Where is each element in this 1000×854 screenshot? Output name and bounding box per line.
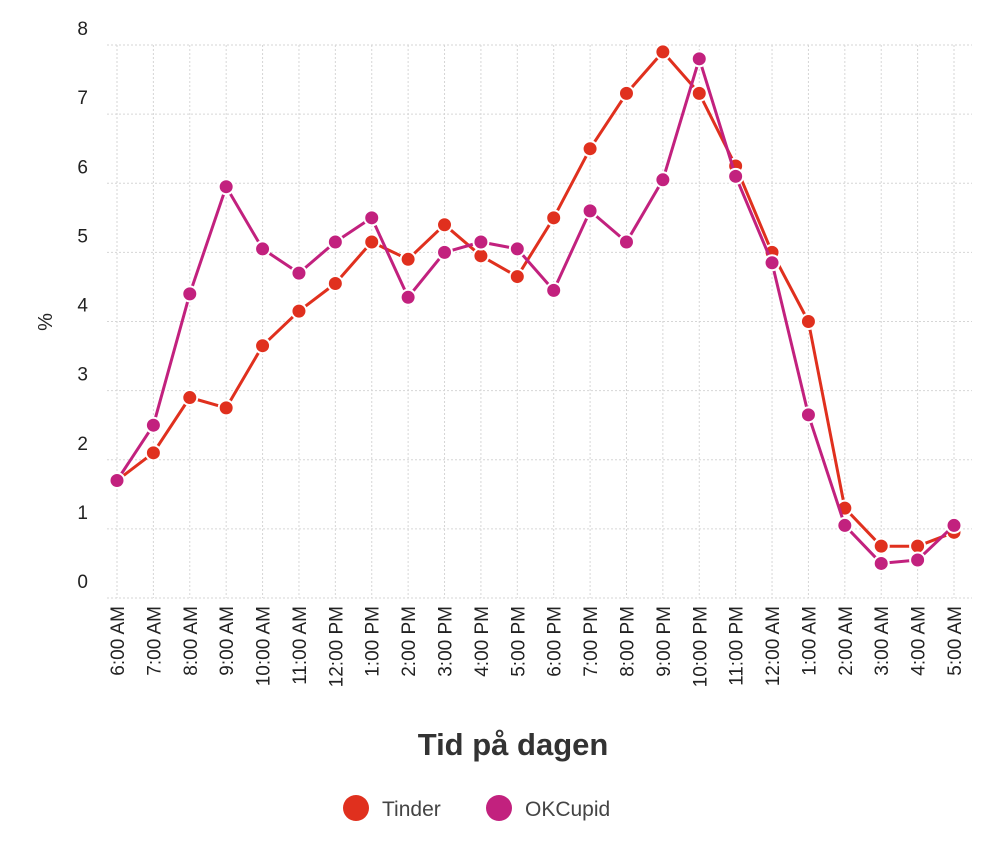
point-okcupid-21 bbox=[872, 554, 890, 572]
point-okcupid-0 bbox=[108, 471, 126, 489]
legend: Tinder OKCupid bbox=[343, 795, 610, 821]
grid bbox=[107, 44, 972, 599]
x-tick-label-20: 2:00 AM bbox=[836, 606, 857, 676]
x-tick-label-21: 3:00 AM bbox=[872, 606, 893, 676]
point-okcupid-3 bbox=[217, 178, 235, 196]
point-okcupid-12 bbox=[545, 281, 563, 299]
point-tinder-14 bbox=[617, 84, 635, 102]
point-okcupid-6 bbox=[326, 233, 344, 251]
point-tinder-1 bbox=[144, 444, 162, 462]
x-tick-label-3: 9:00 AM bbox=[217, 606, 238, 676]
point-okcupid-5 bbox=[290, 264, 308, 282]
x-tick-label-19: 1:00 AM bbox=[799, 606, 820, 676]
point-tinder-5 bbox=[290, 302, 308, 320]
point-okcupid-18 bbox=[763, 254, 781, 272]
x-tick-label-10: 4:00 PM bbox=[472, 606, 493, 677]
point-tinder-13 bbox=[581, 140, 599, 158]
x-tick-label-22: 4:00 AM bbox=[909, 606, 930, 676]
point-okcupid-10 bbox=[472, 233, 490, 251]
series-tinder bbox=[108, 43, 963, 555]
point-tinder-16 bbox=[690, 84, 708, 102]
x-tick-label-0: 6:00 AM bbox=[108, 606, 129, 676]
x-tick-label-5: 11:00 AM bbox=[290, 606, 311, 685]
point-tinder-19 bbox=[799, 313, 817, 330]
series-line-tinder bbox=[116, 50, 955, 548]
y-axis-ticks: 0 1 2 3 4 5 6 7 8 bbox=[77, 19, 88, 593]
y-tick-label-6: 6 bbox=[77, 157, 88, 178]
y-axis-label: % bbox=[35, 313, 57, 331]
point-okcupid-15 bbox=[654, 171, 672, 189]
point-tinder-21 bbox=[872, 537, 890, 555]
x-tick-label-6: 12:00 PM bbox=[326, 606, 347, 687]
x-tick-label-4: 10:00 AM bbox=[254, 606, 275, 686]
point-tinder-10 bbox=[472, 247, 490, 265]
y-tick-label-3: 3 bbox=[77, 365, 88, 386]
point-tinder-7 bbox=[363, 233, 381, 251]
point-okcupid-20 bbox=[836, 516, 854, 534]
x-tick-label-7: 1:00 PM bbox=[363, 606, 384, 677]
x-tick-label-18: 12:00 AM bbox=[763, 606, 784, 686]
point-okcupid-19 bbox=[799, 406, 817, 424]
point-tinder-11 bbox=[508, 268, 526, 286]
series bbox=[108, 43, 963, 572]
x-tick-label-13: 7:00 PM bbox=[581, 606, 602, 677]
x-tick-label-9: 3:00 PM bbox=[436, 606, 457, 677]
series-line-okcupid bbox=[115, 57, 956, 565]
point-tinder-4 bbox=[254, 337, 272, 355]
point-okcupid-8 bbox=[399, 288, 417, 306]
x-tick-label-8: 2:00 PM bbox=[399, 606, 420, 677]
point-okcupid-22 bbox=[909, 551, 927, 569]
point-okcupid-9 bbox=[436, 243, 454, 261]
x-tick-label-11: 5:00 PM bbox=[508, 606, 529, 677]
point-okcupid-1 bbox=[144, 416, 162, 434]
point-tinder-9 bbox=[436, 216, 454, 234]
y-tick-label-1: 1 bbox=[77, 503, 88, 524]
x-tick-label-15: 9:00 PM bbox=[654, 606, 675, 677]
point-tinder-2 bbox=[181, 389, 199, 407]
y-tick-label-7: 7 bbox=[77, 88, 88, 109]
point-okcupid-4 bbox=[254, 240, 272, 258]
point-tinder-8 bbox=[399, 250, 417, 268]
x-tick-label-12: 6:00 PM bbox=[545, 606, 566, 677]
point-tinder-6 bbox=[326, 274, 344, 292]
x-tick-label-17: 11:00 PM bbox=[727, 606, 748, 686]
legend-marker-okcupid bbox=[486, 795, 512, 821]
x-tick-label-14: 8:00 PM bbox=[617, 606, 638, 677]
y-tick-label-0: 0 bbox=[77, 572, 88, 593]
point-okcupid-16 bbox=[690, 50, 708, 68]
x-tick-label-16: 10:00 PM bbox=[690, 606, 711, 687]
y-tick-label-5: 5 bbox=[77, 226, 88, 247]
point-okcupid-17 bbox=[727, 167, 745, 185]
point-tinder-3 bbox=[217, 399, 235, 417]
point-tinder-15 bbox=[654, 43, 672, 61]
y-tick-label-4: 4 bbox=[77, 296, 88, 317]
x-axis-ticks: 6:00 AM 7:00 AM 8:00 AM 9:00 AM 10:00 AM 11:0… bbox=[108, 606, 966, 687]
point-okcupid-13 bbox=[581, 202, 599, 220]
series-okcupid bbox=[108, 50, 963, 572]
point-okcupid-23 bbox=[945, 516, 963, 534]
x-tick-label-23: 5:00 AM bbox=[945, 606, 966, 676]
point-tinder-12 bbox=[545, 209, 563, 227]
legend-item-okcupid: OKCupid bbox=[486, 795, 610, 821]
y-tick-label-2: 2 bbox=[77, 434, 88, 455]
legend-item-tinder: Tinder bbox=[343, 795, 441, 821]
legend-label-tinder: Tinder bbox=[382, 798, 441, 821]
legend-label-okcupid: OKCupid bbox=[525, 798, 610, 821]
point-okcupid-14 bbox=[617, 233, 635, 251]
y-tick-label-8: 8 bbox=[77, 19, 88, 40]
x-tick-label-1: 7:00 AM bbox=[144, 606, 165, 676]
point-okcupid-2 bbox=[181, 285, 199, 303]
x-tick-label-2: 8:00 AM bbox=[181, 606, 202, 676]
point-okcupid-7 bbox=[363, 209, 381, 227]
point-okcupid-11 bbox=[508, 240, 526, 258]
x-axis-title: Tid på dagen bbox=[418, 727, 609, 762]
point-tinder-22 bbox=[909, 537, 927, 555]
legend-marker-tinder bbox=[343, 795, 369, 821]
